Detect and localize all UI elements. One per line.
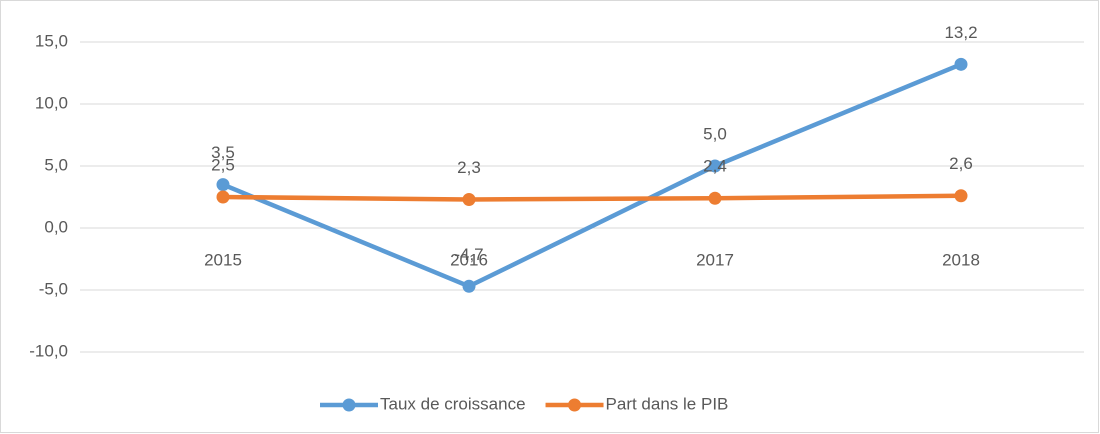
y-tick-label: 0,0 [44,217,68,236]
data-point [462,192,476,206]
data-point [216,190,230,204]
y-tick-label: -5,0 [39,279,68,298]
data-point [954,57,968,71]
legend-marker [342,398,356,412]
data-point [708,159,722,173]
y-tick-label: -10,0 [29,341,68,360]
data-label: 3,5 [211,143,235,162]
x-tick-label: 2016 [450,250,488,269]
x-tick-label: 2015 [204,250,242,269]
data-label: 13,2 [944,23,977,42]
data-point [708,191,722,205]
data-label: 2,6 [949,154,973,173]
legend-label: Taux de croissance [380,394,526,413]
legend-label: Part dans le PIB [606,394,729,413]
data-point [954,189,968,203]
y-tick-label: 15,0 [35,31,68,50]
data-label: 2,4 [703,157,727,176]
data-point [462,279,476,293]
y-tick-label: 5,0 [44,155,68,174]
data-label: 2,3 [457,158,481,177]
data-label: -4,7 [454,245,483,264]
data-label: 2,5 [211,155,235,174]
x-tick-label: 2017 [696,250,734,269]
series-line [222,193,962,202]
x-tick-label: 2018 [942,250,980,269]
data-point [216,178,230,192]
data-label: 5,0 [703,124,727,143]
series-line [222,62,962,289]
legend-marker [568,398,582,412]
y-tick-label: 10,0 [35,93,68,112]
